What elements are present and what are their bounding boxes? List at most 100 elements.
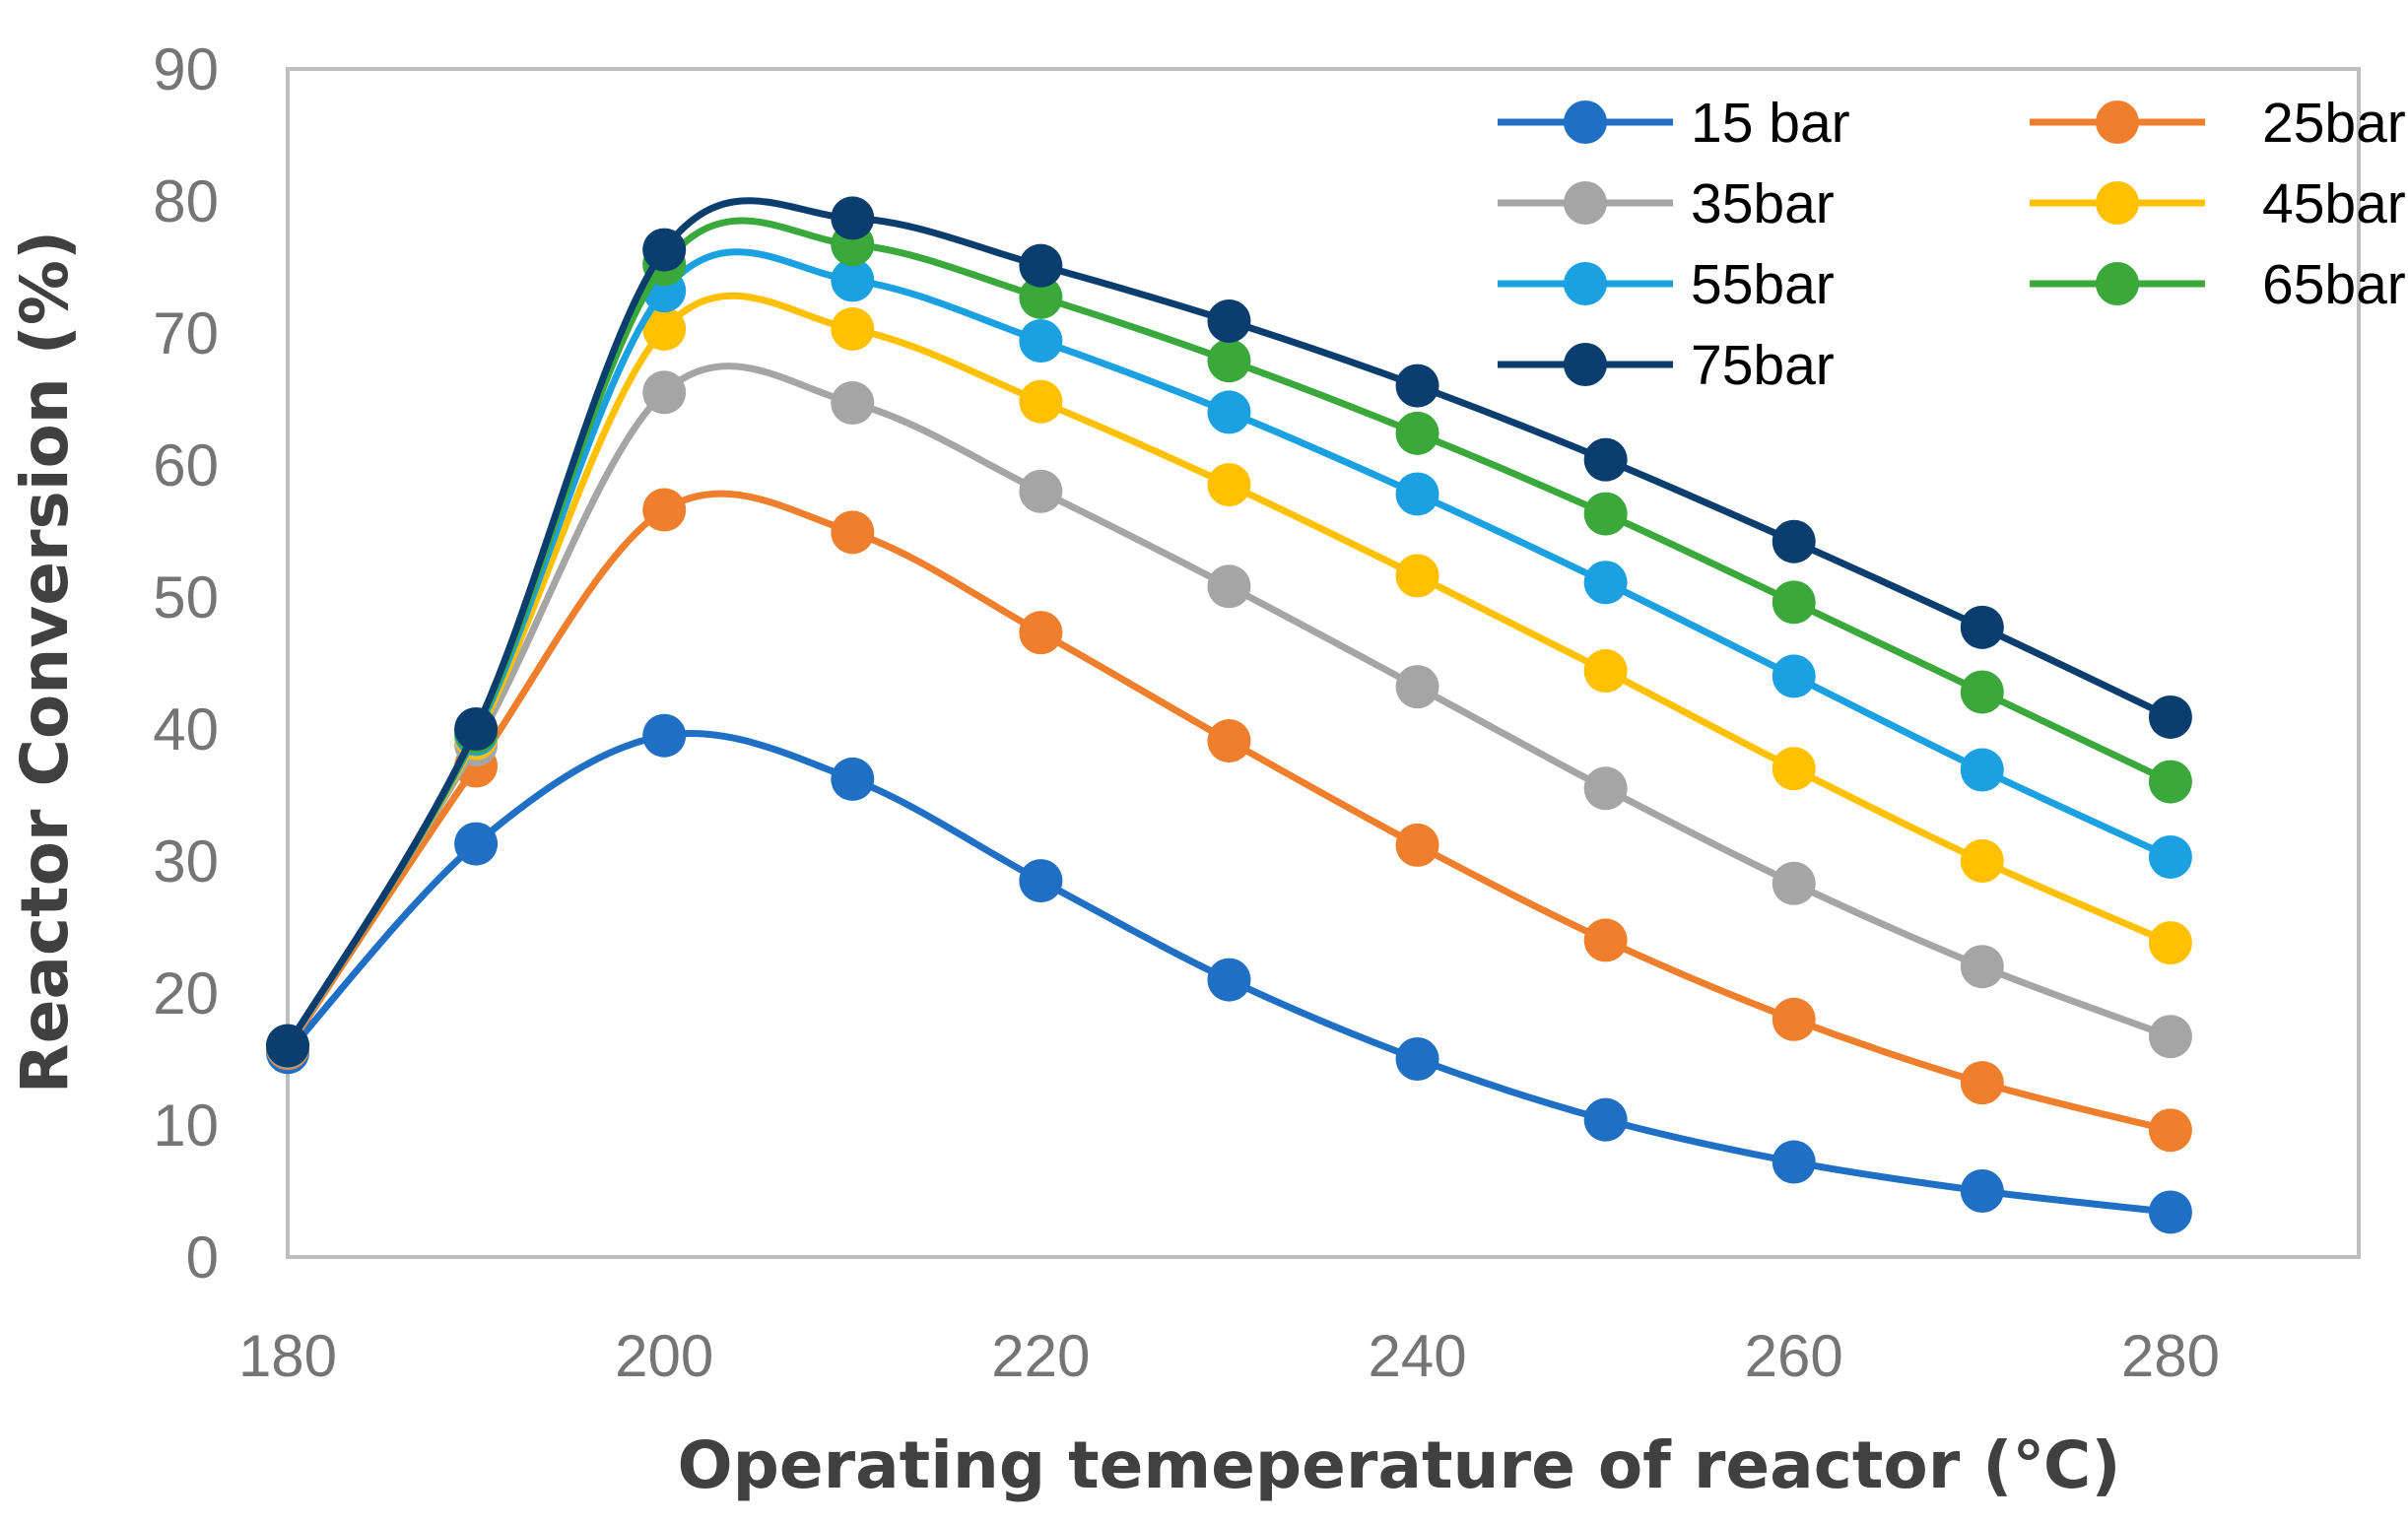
- legend-marker: [2096, 181, 2139, 225]
- legend-item-25bar: 25bar: [2030, 92, 2406, 155]
- data-point-35bar: [1395, 665, 1439, 709]
- series-75bar: [266, 196, 2192, 1068]
- data-point-15bar: [1019, 859, 1063, 903]
- data-point-25bar: [831, 510, 875, 555]
- data-point-75bar: [1583, 437, 1628, 482]
- data-point-65bar: [1207, 339, 1251, 383]
- legend-marker: [1564, 181, 1607, 225]
- data-point-35bar: [642, 370, 687, 415]
- data-point-45bar: [1019, 379, 1063, 424]
- x-tick-label: 220: [991, 1323, 1090, 1389]
- data-point-75bar: [266, 1024, 309, 1068]
- data-point-45bar: [1583, 649, 1628, 694]
- data-point-65bar: [1772, 580, 1816, 625]
- data-point-15bar: [454, 822, 499, 866]
- data-point-65bar: [1395, 411, 1439, 455]
- data-point-55bar: [1207, 390, 1251, 434]
- legend-marker: [1564, 100, 1607, 144]
- data-point-75bar: [2148, 695, 2192, 739]
- y-tick-label: 50: [153, 564, 219, 630]
- data-point-45bar: [1772, 747, 1816, 791]
- y-tick-label: 40: [153, 696, 219, 762]
- y-tick-label: 60: [153, 432, 219, 498]
- legend-label: 75bar: [1691, 334, 1835, 397]
- legend-item-55bar: 55bar: [1498, 253, 1835, 316]
- data-point-55bar: [831, 258, 875, 302]
- legend-label: 65bar: [2262, 253, 2406, 316]
- data-point-55bar: [1019, 319, 1063, 364]
- data-point-75bar: [642, 228, 687, 272]
- legend-marker: [2096, 100, 2139, 144]
- data-point-45bar: [1395, 554, 1439, 598]
- y-tick-label: 90: [153, 36, 219, 102]
- data-point-65bar: [1019, 275, 1063, 319]
- data-point-25bar: [642, 488, 687, 532]
- legend-label: 35bar: [1691, 172, 1835, 235]
- legend-item-45bar: 45bar: [2030, 172, 2406, 235]
- series-line-25bar: [285, 490, 2172, 1134]
- x-tick-label: 240: [1368, 1323, 1466, 1389]
- series-line-45bar: [285, 292, 2173, 1048]
- legend-label: 15 bar: [1691, 92, 1850, 155]
- plot-area-frame: [286, 67, 2361, 1259]
- legend-marker: [2096, 262, 2139, 305]
- x-tick-label: 180: [238, 1323, 337, 1389]
- y-tick-label: 10: [153, 1093, 219, 1159]
- data-point-25bar: [1207, 719, 1251, 763]
- y-tick-label: 0: [186, 1225, 219, 1291]
- data-point-25bar: [1772, 997, 1816, 1041]
- legend-item-15bar: 15 bar: [1498, 92, 1850, 155]
- data-point-45bar: [1207, 463, 1251, 507]
- data-point-65bar: [1960, 670, 2004, 714]
- data-point-75bar: [831, 196, 875, 240]
- data-point-35bar: [1207, 564, 1251, 609]
- data-point-35bar: [831, 381, 875, 426]
- legend: 15 bar 25bar 35bar 45bar 55bar 65bar 75bar: [1498, 92, 2406, 397]
- series-layer: [266, 196, 2192, 1234]
- data-point-35bar: [1583, 766, 1628, 811]
- legend-marker: [1564, 262, 1607, 305]
- legend-item-75bar: 75bar: [1498, 334, 1835, 397]
- data-point-15bar: [1772, 1140, 1816, 1184]
- data-point-45bar: [642, 306, 687, 351]
- y-tick-label: 30: [153, 828, 219, 894]
- data-point-25bar: [1960, 1061, 2004, 1105]
- data-point-45bar: [831, 306, 875, 351]
- series-line-75bar: [284, 197, 2173, 1048]
- data-point-75bar: [1207, 298, 1251, 343]
- x-axis-title: Operating temeperature of reactor (℃): [677, 1427, 2120, 1503]
- x-tick-label: 200: [615, 1323, 713, 1389]
- data-point-15bar: [1960, 1169, 2004, 1213]
- legend-item-65bar: 65bar: [2030, 253, 2406, 316]
- data-point-35bar: [1960, 945, 2004, 989]
- data-point-75bar: [1772, 519, 1816, 563]
- data-point-55bar: [1583, 561, 1628, 605]
- data-point-55bar: [1395, 472, 1439, 516]
- data-point-55bar: [1960, 748, 2004, 792]
- data-point-55bar: [2148, 834, 2192, 879]
- data-point-75bar: [1960, 605, 2004, 649]
- legend-label: 25bar: [2262, 92, 2406, 155]
- data-point-75bar: [1395, 364, 1439, 408]
- data-point-25bar: [1583, 918, 1628, 962]
- data-point-15bar: [1207, 958, 1251, 1002]
- data-point-15bar: [831, 757, 875, 801]
- x-tick-label: 280: [2121, 1323, 2220, 1389]
- series-line-35bar: [285, 363, 2173, 1049]
- data-point-25bar: [1395, 823, 1439, 867]
- data-point-65bar: [1583, 492, 1628, 536]
- data-point-75bar: [454, 707, 499, 751]
- data-point-75bar: [1019, 243, 1063, 288]
- legend-label: 55bar: [1691, 253, 1835, 316]
- data-point-65bar: [2148, 760, 2192, 804]
- legend-marker: [1564, 343, 1607, 386]
- legend-item-35bar: 35bar: [1498, 172, 1835, 235]
- data-point-15bar: [1395, 1037, 1439, 1081]
- data-point-25bar: [1019, 611, 1063, 655]
- data-point-35bar: [1772, 861, 1816, 905]
- data-point-45bar: [1960, 839, 2004, 883]
- data-point-55bar: [1772, 654, 1816, 698]
- y-axis-ticks: 0 10 20 30 40 50 60 70 80 90: [153, 36, 219, 1291]
